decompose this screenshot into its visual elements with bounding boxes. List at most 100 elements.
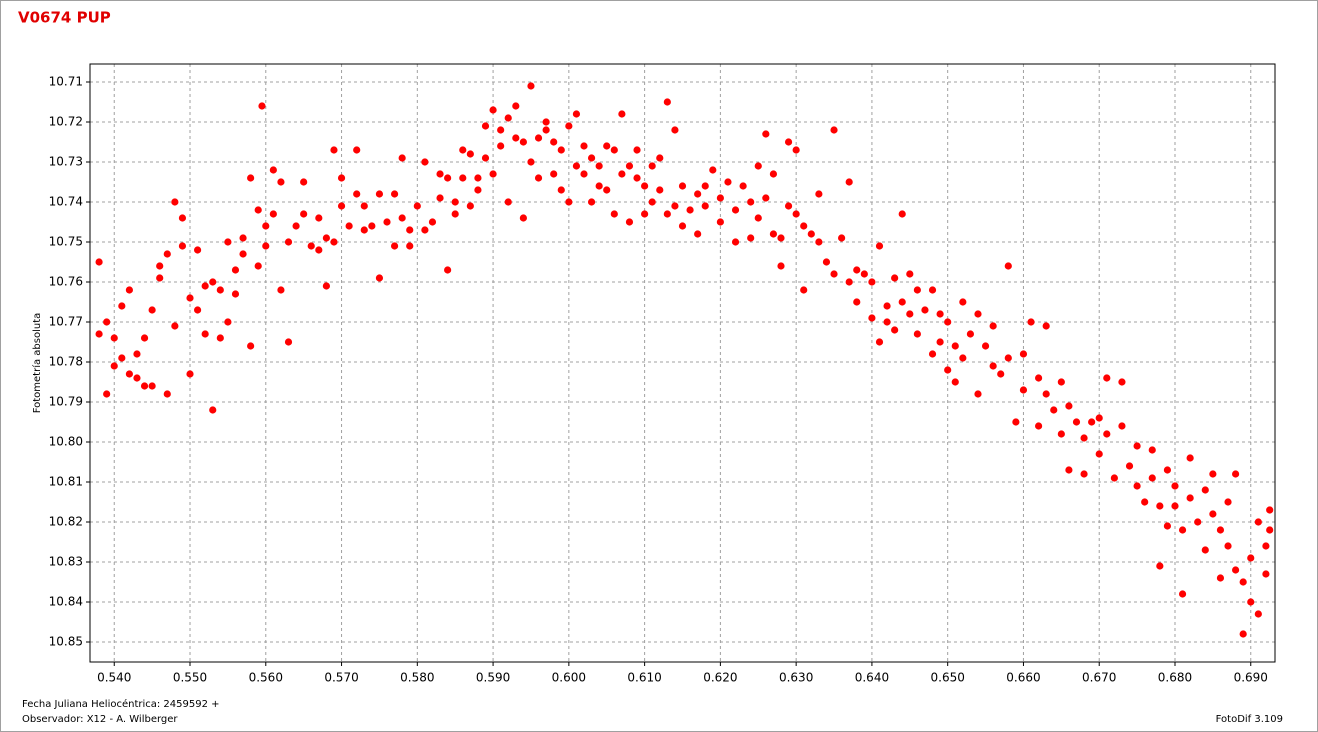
data-point [898,210,906,218]
data-point [1247,554,1255,562]
data-point [671,126,679,134]
data-point [663,98,671,106]
x-tick-label: 0.660 [1006,671,1040,685]
data-point [436,170,444,178]
data-point [830,270,838,278]
data-point [792,146,800,154]
data-point [201,282,209,290]
data-point [595,162,603,170]
data-point [587,154,596,162]
data-point [398,154,406,162]
data-point [1186,454,1194,462]
data-point [345,222,353,230]
data-point [1118,422,1126,430]
data-point [103,390,111,398]
y-tick-label: 10.72 [49,115,83,129]
y-tick-label: 10.79 [49,395,83,409]
x-tick-label: 0.550 [173,671,207,685]
data-point [989,322,997,330]
data-point [481,154,490,162]
plot-area [90,64,1275,662]
y-tick-label: 10.77 [49,315,83,329]
data-point [383,218,391,226]
data-point [800,222,808,230]
data-point [868,278,876,286]
data-point [497,142,505,150]
data-point [1216,574,1225,582]
data-point [587,198,596,206]
data-point [459,174,467,182]
data-point [1065,402,1073,410]
data-point [936,310,944,318]
y-tick-label: 10.82 [49,515,83,529]
software: FotoDif 3.109 [1216,714,1283,725]
x-tick-label: 0.610 [627,671,661,685]
data-point [375,274,384,282]
data-point [413,202,421,210]
x-tick-label: 0.620 [703,671,737,685]
data-point [95,258,103,266]
data-point [489,106,497,114]
data-point [580,142,588,150]
chart-title: V0674 PUP [18,9,111,27]
x-tick-label: 0.600 [552,671,586,685]
x-tick-label: 0.540 [97,671,131,685]
data-point [247,342,255,350]
data-point [974,310,982,318]
data-point [845,278,853,286]
data-point [572,162,581,170]
y-tick-label: 10.76 [49,275,83,289]
data-point [186,370,194,378]
data-point [178,242,187,250]
x-tick-label: 0.690 [1234,671,1268,685]
data-point [269,210,277,218]
data-point [284,238,293,246]
data-point [444,174,452,182]
data-point [1141,498,1149,506]
data-point [337,174,346,182]
y-tick-label: 10.73 [49,155,83,169]
data-point [118,354,126,362]
data-point [1133,442,1141,450]
data-point [322,282,330,290]
data-point [444,266,452,274]
data-point [1035,422,1043,430]
data-point [224,318,232,326]
data-point [148,382,156,390]
data-point [1186,494,1194,502]
data-point [428,218,437,226]
data-point [163,390,171,398]
data-point [595,182,603,190]
data-point [406,242,414,250]
data-point [921,306,929,314]
data-point [284,338,293,346]
data-point [686,206,694,214]
data-point [163,250,171,258]
data-point [1148,474,1156,482]
y-tick-label: 10.71 [49,75,83,89]
data-point [928,350,937,358]
data-point [784,202,793,210]
data-point [709,166,717,174]
data-point [754,162,762,170]
data-point [678,222,687,230]
x-tick-label: 0.670 [1082,671,1116,685]
data-point [891,326,899,334]
data-point [542,126,550,134]
data-point [1027,318,1035,326]
data-point [944,318,952,326]
data-point [830,126,838,134]
x-tick-label: 0.680 [1158,671,1192,685]
data-point [648,198,656,206]
data-point [1178,526,1187,534]
data-point [633,174,641,182]
data-point [906,270,914,278]
data-point [489,170,497,178]
data-point [474,186,482,194]
data-point [898,298,906,306]
data-point [883,318,891,326]
data-point [603,186,611,194]
data-point [891,274,899,282]
data-point [610,146,618,154]
data-point [875,242,884,250]
